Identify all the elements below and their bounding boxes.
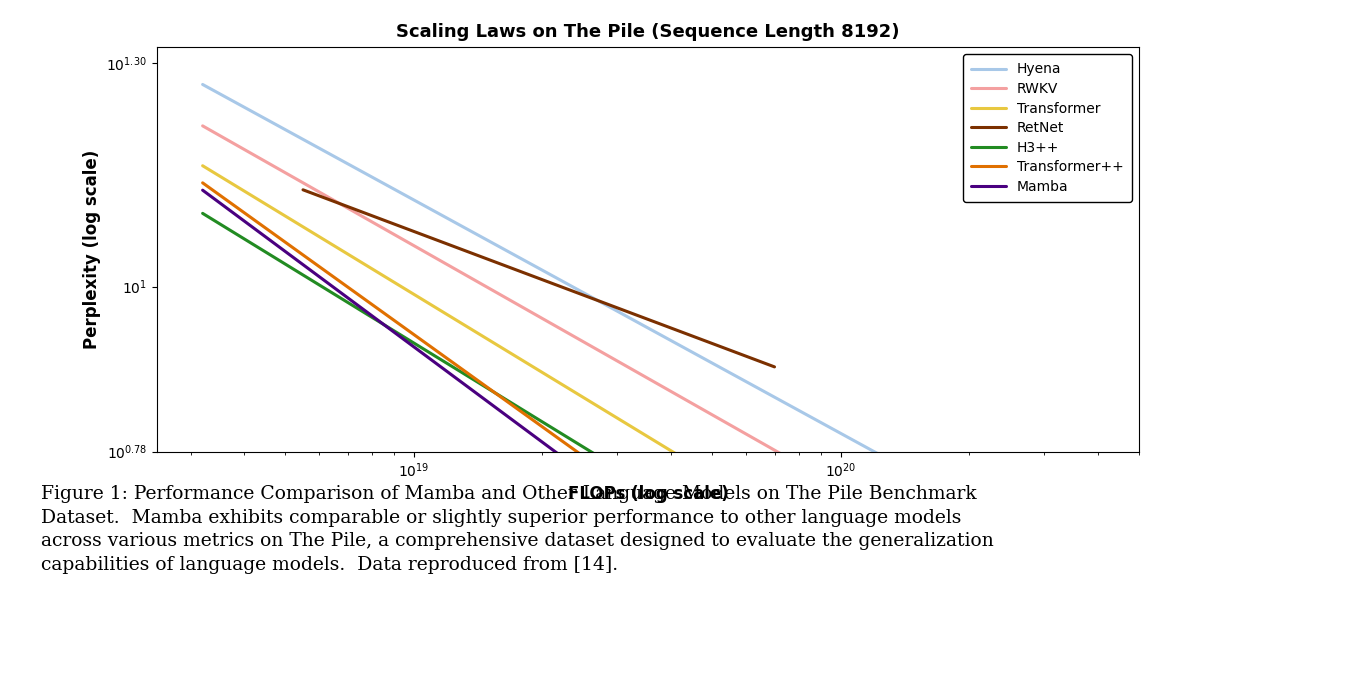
Transformer++ — [231, 205, 247, 213]
Line: Mamba: Mamba — [203, 190, 1106, 674]
Hyena — [195, 80, 211, 88]
Transformer — [195, 162, 211, 170]
Transformer — [250, 195, 266, 203]
RWKV — [1020, 590, 1037, 599]
X-axis label: FLOPs (log scale): FLOPs (log scale) — [567, 485, 728, 503]
Hyena — [250, 111, 266, 119]
RWKV — [990, 573, 1007, 581]
Title: Scaling Laws on The Pile (Sequence Length 8192): Scaling Laws on The Pile (Sequence Lengt… — [396, 24, 900, 42]
H3++ — [250, 243, 266, 251]
Mamba — [363, 311, 379, 319]
RWKV — [247, 152, 263, 160]
RWKV — [1065, 615, 1082, 623]
H3++ — [231, 232, 247, 240]
Transformer — [231, 184, 247, 192]
RetNet — [314, 193, 330, 201]
RetNet — [382, 218, 398, 226]
RWKV — [229, 142, 246, 150]
Transformer++ — [195, 179, 211, 187]
Hyena — [363, 173, 379, 181]
Transformer — [1022, 665, 1038, 673]
Mamba — [195, 186, 211, 194]
Mamba — [435, 365, 451, 373]
Y-axis label: Perplexity (log scale): Perplexity (log scale) — [83, 150, 101, 349]
H3++ — [195, 210, 211, 218]
Line: Transformer++: Transformer++ — [203, 183, 1106, 674]
RWKV — [195, 122, 211, 130]
Line: Transformer: Transformer — [203, 166, 1106, 674]
Mamba — [250, 226, 266, 235]
Transformer — [363, 264, 379, 272]
Hyena — [1098, 575, 1114, 583]
Text: Figure 1: Performance Comparison of Mamba and Other Language Models on The Pile : Figure 1: Performance Comparison of Mamb… — [41, 485, 993, 574]
RetNet — [742, 354, 758, 362]
Legend: Hyena, RWKV, Transformer, RetNet, H3++, Transformer++, Mamba: Hyena, RWKV, Transformer, RetNet, H3++, … — [963, 54, 1132, 202]
Hyena — [1022, 532, 1038, 541]
RetNet — [726, 348, 742, 356]
Transformer — [435, 308, 451, 316]
Hyena — [435, 212, 451, 220]
Line: RWKV: RWKV — [203, 126, 1073, 619]
Transformer++ — [363, 299, 379, 307]
RetNet — [295, 186, 311, 194]
Line: H3++: H3++ — [203, 214, 1106, 674]
H3++ — [435, 357, 451, 365]
Mamba — [231, 213, 247, 221]
Line: Hyena: Hyena — [203, 84, 1106, 579]
RetNet — [323, 196, 340, 204]
RWKV — [356, 214, 372, 222]
Line: RetNet: RetNet — [303, 190, 775, 367]
Transformer++ — [435, 352, 451, 360]
RWKV — [426, 253, 442, 262]
Hyena — [231, 100, 247, 109]
RetNet — [420, 233, 436, 241]
RetNet — [767, 363, 783, 371]
Hyena — [1053, 550, 1069, 558]
Transformer++ — [250, 218, 266, 226]
H3++ — [363, 313, 379, 321]
